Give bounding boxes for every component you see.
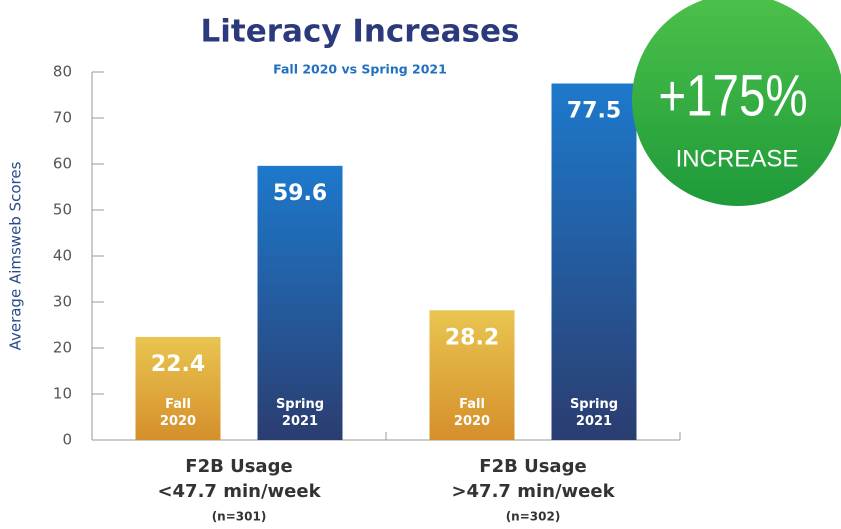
y-tick-label: 60 <box>53 155 72 173</box>
y-tick-label: 30 <box>53 293 72 311</box>
badge <box>632 0 841 206</box>
y-tick-label: 20 <box>53 339 72 357</box>
x-tick-label: F2B Usage <box>185 456 292 477</box>
y-tick-label: 70 <box>53 109 72 127</box>
x-tick-label: F2B Usage <box>479 456 586 477</box>
value-label: 22.4 <box>151 352 205 377</box>
series-label: Fall 2020 <box>453 397 491 429</box>
series-label: Spring 2021 <box>569 397 619 429</box>
y-tick-label: 10 <box>53 385 72 403</box>
chart-title: Literacy Increases <box>201 14 520 50</box>
bar <box>429 310 515 440</box>
value-label: 59.6 <box>273 181 327 206</box>
x-tick-label: (n=301) <box>212 510 267 524</box>
y-tick-label: 80 <box>53 63 72 81</box>
y-tick-label: 40 <box>53 247 72 265</box>
chart-subtitle: Fall 2020 vs Spring 2021 <box>273 62 447 77</box>
bar <box>135 336 221 440</box>
bar <box>551 83 637 440</box>
y-axis-label: Average Aimsweb Scores <box>7 161 25 350</box>
badge-label: INCREASE <box>676 145 799 172</box>
y-tick-label: 50 <box>53 201 72 219</box>
y-tick-label: 0 <box>62 431 72 449</box>
series-label: Spring 2021 <box>275 397 325 429</box>
x-tick-label: (n=302) <box>506 510 561 524</box>
x-tick-label: >47.7 min/week <box>451 481 615 502</box>
badge-value: +175% <box>658 64 807 129</box>
series-label: Fall 2020 <box>159 397 197 429</box>
value-label: 77.5 <box>567 99 621 124</box>
bar <box>257 165 343 440</box>
value-label: 28.2 <box>445 325 499 350</box>
x-tick-label: <47.7 min/week <box>157 481 321 502</box>
